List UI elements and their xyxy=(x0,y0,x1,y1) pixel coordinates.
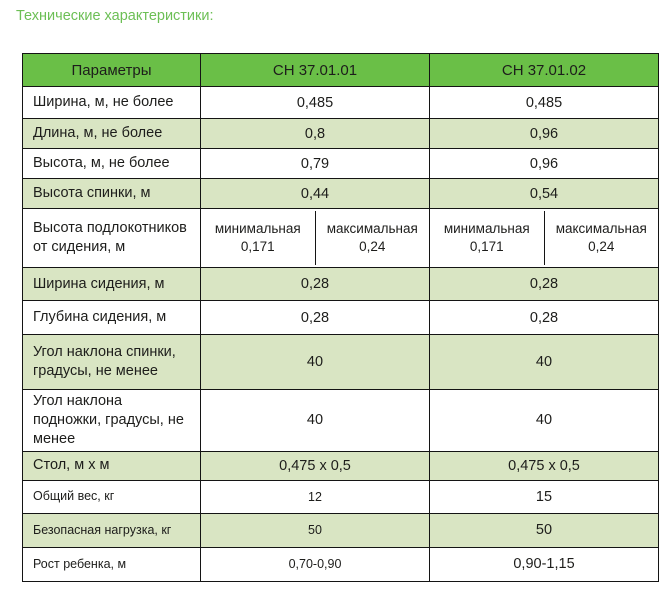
table-row: Глубина сидения, м 0,28 0,28 xyxy=(22,300,659,335)
table-row: Длина, м, не более 0,8 0,96 xyxy=(22,118,659,149)
value-1: 0,44 xyxy=(200,178,430,209)
value-2: 0,90-1,15 xyxy=(429,546,659,582)
table-row: Безопасная нагрузка, кг 50 50 xyxy=(22,512,659,548)
header-parameters: Параметры xyxy=(22,53,201,87)
subcell-caption: минимальная xyxy=(214,220,301,236)
table-row: Рост ребенка, м 0,70-0,90 0,90-1,15 xyxy=(22,546,659,582)
min-subcell: минимальная 0,171 xyxy=(431,211,544,265)
subcell-value: 0,171 xyxy=(240,239,275,254)
param-label: Ширина сидения, м xyxy=(22,267,201,301)
param-label: Угол наклона подножки, градусы, не менее xyxy=(22,389,201,452)
table-header-row: Параметры СН 37.01.01 СН 37.01.02 xyxy=(22,53,659,87)
table-row: Ширина сидения, м 0,28 0,28 xyxy=(22,267,659,301)
value-2: 40 xyxy=(429,334,659,390)
value-1: 50 xyxy=(200,512,430,548)
table-row: Угол наклона спинки, градусы, не менее 4… xyxy=(22,334,659,390)
value-1: 0,28 xyxy=(200,267,430,301)
value-1: 0,79 xyxy=(200,148,430,179)
specs-table: Параметры СН 37.01.01 СН 37.01.02 Ширина… xyxy=(22,53,659,582)
table-row-armrests: Высота подлокотников от сидения, м миним… xyxy=(22,208,659,268)
header-ch-37-01-02: СН 37.01.02 xyxy=(429,53,659,87)
header-ch-37-01-01: СН 37.01.01 xyxy=(200,53,430,87)
value-2: 0,28 xyxy=(429,300,659,335)
min-max-halves: минимальная 0,171 максимальная 0,24 xyxy=(202,211,429,265)
value-2: 0,485 xyxy=(429,86,659,119)
value-1: 0,70-0,90 xyxy=(200,546,430,582)
max-subcell: максимальная 0,24 xyxy=(314,211,429,265)
table-row: Высота, м, не более 0,79 0,96 xyxy=(22,148,659,179)
value-1: 12 xyxy=(200,479,430,514)
min-max-halves: минимальная 0,171 максимальная 0,24 xyxy=(431,211,658,265)
subcell-value: 0,24 xyxy=(588,239,615,254)
subcell-value: 0,24 xyxy=(359,239,386,254)
param-label: Рост ребенка, м xyxy=(22,546,201,582)
param-label: Высота подлокотников от сидения, м xyxy=(22,208,201,268)
param-label: Длина, м, не более xyxy=(22,118,201,149)
param-label: Угол наклона спинки, градусы, не менее xyxy=(22,334,201,390)
param-label: Общий вес, кг xyxy=(22,479,201,514)
value-2: 40 xyxy=(429,389,659,452)
param-label: Безопасная нагрузка, кг xyxy=(22,512,201,548)
subcell-value: 0,171 xyxy=(469,239,504,254)
value-2: 0,475 x 0,5 xyxy=(429,450,659,481)
value-2: 50 xyxy=(429,512,659,548)
value-1: 0,28 xyxy=(200,300,430,335)
subcell-caption: максимальная xyxy=(555,220,647,236)
param-label: Стол, м х м xyxy=(22,450,201,481)
value-2-min-max: минимальная 0,171 максимальная 0,24 xyxy=(429,208,659,268)
value-1-min-max: минимальная 0,171 максимальная 0,24 xyxy=(200,208,430,268)
value-2: 0,96 xyxy=(429,148,659,179)
table-row: Угол наклона подножки, градусы, не менее… xyxy=(22,389,659,452)
param-label: Высота спинки, м xyxy=(22,178,201,209)
subcell-caption: максимальная xyxy=(326,220,418,236)
subcell-caption: минимальная xyxy=(443,220,530,236)
table-row: Стол, м х м 0,475 x 0,5 0,475 x 0,5 xyxy=(22,450,659,481)
param-label: Ширина, м, не более xyxy=(22,86,201,119)
param-label: Высота, м, не более xyxy=(22,148,201,179)
value-1: 0,485 xyxy=(200,86,430,119)
page-title: Технические характеристики: xyxy=(16,8,214,24)
value-1: 40 xyxy=(200,389,430,452)
table-row: Общий вес, кг 12 15 xyxy=(22,479,659,514)
value-1: 0,8 xyxy=(200,118,430,149)
value-1: 40 xyxy=(200,334,430,390)
table-row: Высота спинки, м 0,44 0,54 xyxy=(22,178,659,209)
param-label: Глубина сидения, м xyxy=(22,300,201,335)
value-2: 0,28 xyxy=(429,267,659,301)
value-2: 0,54 xyxy=(429,178,659,209)
value-1: 0,475 x 0,5 xyxy=(200,450,430,481)
max-subcell: максимальная 0,24 xyxy=(543,211,658,265)
min-subcell: минимальная 0,171 xyxy=(202,211,315,265)
table-row: Ширина, м, не более 0,485 0,485 xyxy=(22,86,659,119)
value-2: 0,96 xyxy=(429,118,659,149)
value-2: 15 xyxy=(429,479,659,514)
